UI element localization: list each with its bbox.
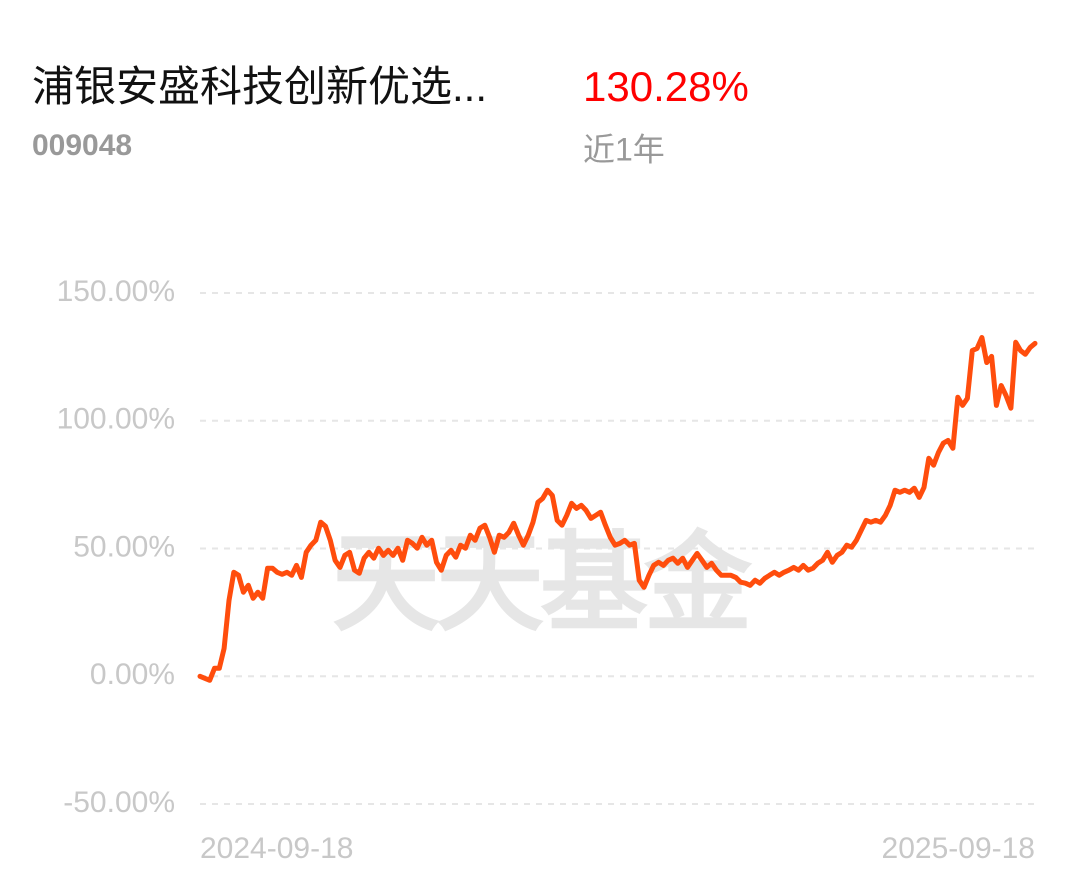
x-tick-label: 2025-09-18 — [882, 832, 1035, 865]
y-tick-label: 100.00% — [57, 403, 175, 436]
y-tick-label: -50.00% — [63, 786, 175, 819]
chart-title: 浦银安盛科技创新优选... — [32, 63, 487, 110]
return-value: 130.28% — [583, 63, 749, 110]
line-series — [197, 335, 1038, 683]
x-tick-label: 2024-09-18 — [200, 832, 353, 865]
watermark: 天天基金 — [332, 523, 753, 644]
y-tick-label: 50.00% — [73, 530, 175, 563]
y-tick-label: 0.00% — [90, 658, 175, 691]
period-label: 近1年 — [583, 131, 665, 167]
fund-code: 009048 — [32, 129, 132, 162]
y-tick-label: 150.00% — [57, 275, 175, 308]
